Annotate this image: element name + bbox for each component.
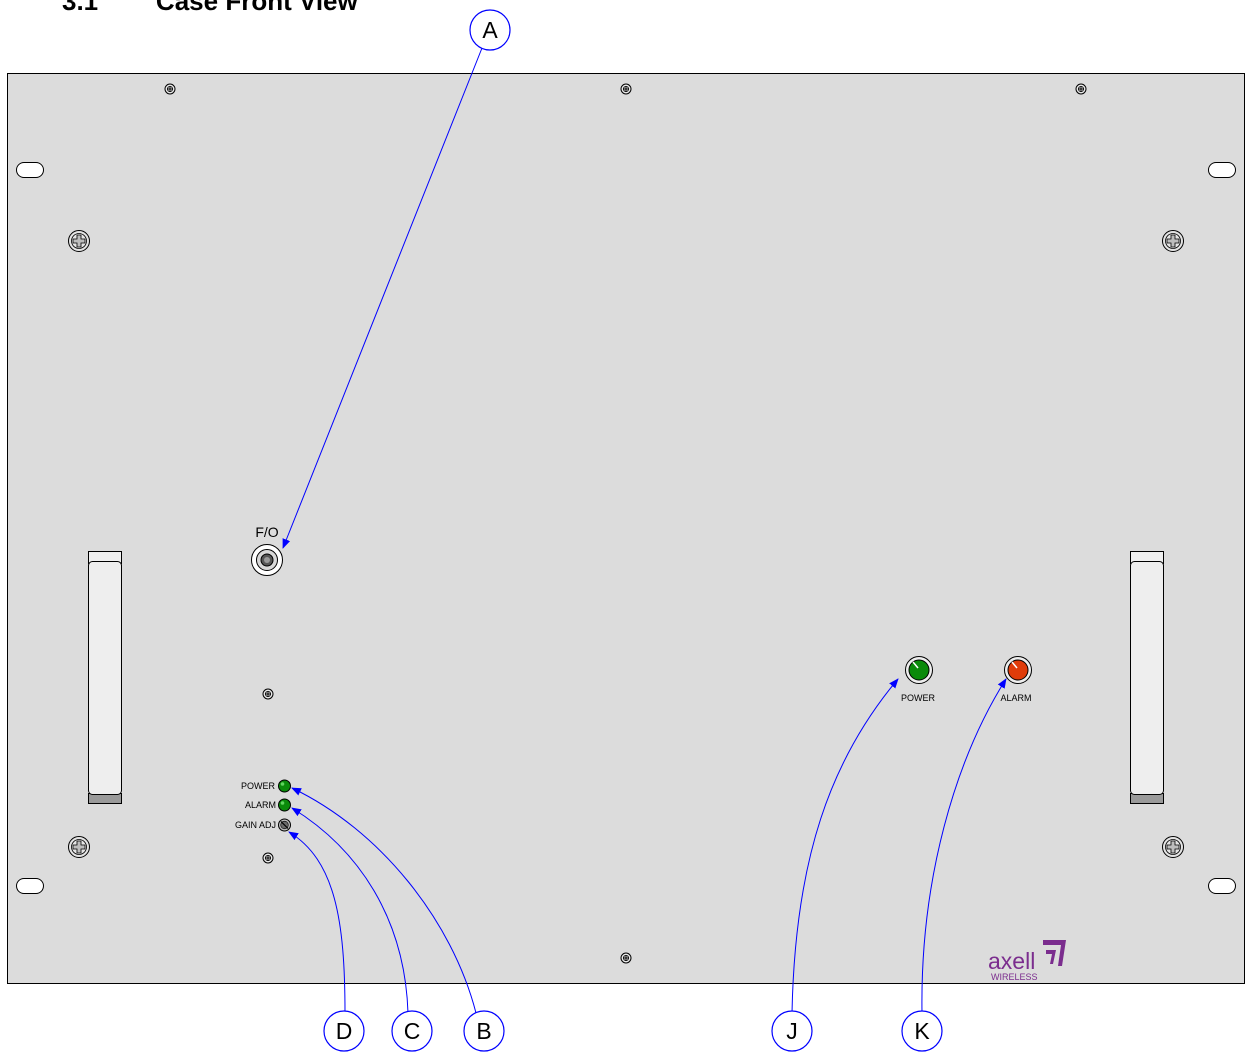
alarm-led-icon <box>278 798 291 812</box>
left-handle <box>88 551 122 804</box>
small-screw-icon <box>262 852 274 864</box>
right-handle <box>1130 551 1164 804</box>
gain-adj-label: GAIN ADJ <box>235 820 276 830</box>
callout-d: D <box>323 1010 365 1052</box>
mounting-slot <box>16 162 44 178</box>
svg-text:K: K <box>914 1018 930 1044</box>
small-screw-icon <box>164 83 176 95</box>
svg-text:D: D <box>336 1018 353 1044</box>
mounting-slot <box>1208 162 1236 178</box>
small-screw-icon <box>620 952 632 964</box>
mounting-slot <box>16 878 44 894</box>
logo-signal-icon <box>1043 940 1066 966</box>
svg-text:A: A <box>482 17 498 43</box>
callout-c: C <box>391 1010 433 1052</box>
large-screw-icon <box>68 836 90 858</box>
mounting-slot <box>1208 878 1236 894</box>
callout-d-leader <box>288 831 346 1014</box>
callout-k-leader <box>921 678 1007 1014</box>
small-screw-icon <box>1075 83 1087 95</box>
power-indicator-label: POWER <box>901 693 936 703</box>
alarm-indicator-label: ALARM <box>1000 693 1031 703</box>
page-title: 3.1 Case Front View <box>62 0 358 16</box>
gain-adjust-knob-icon <box>278 818 291 832</box>
callout-c-leader <box>291 807 409 1014</box>
callout-b: B <box>463 1010 505 1052</box>
alarm-indicator-icon <box>1004 656 1032 684</box>
callout-a: A <box>469 9 511 51</box>
svg-text:J: J <box>786 1018 798 1044</box>
axell-wireless-logo: axell WIRELESS <box>988 940 1066 982</box>
large-screw-icon <box>1162 836 1184 858</box>
logo-subtext: WIRELESS <box>991 972 1038 982</box>
callout-j-leader <box>791 678 899 1014</box>
svg-text:C: C <box>404 1018 421 1044</box>
power-indicator-icon <box>905 656 933 684</box>
small-screw-icon <box>620 83 632 95</box>
fiber-optic-connector-icon <box>251 544 283 576</box>
logo-text: axell <box>988 948 1035 974</box>
alarm-led-label: ALARM <box>245 800 276 810</box>
large-screw-icon <box>68 230 90 252</box>
power-led-label: POWER <box>241 781 276 791</box>
callout-a-leader <box>282 47 483 549</box>
small-screw-icon <box>262 688 274 700</box>
fo-label: F/O <box>255 524 278 540</box>
large-screw-icon <box>1162 230 1184 252</box>
callout-k: K <box>901 1010 943 1052</box>
callout-j: J <box>771 1010 813 1052</box>
power-led-icon <box>278 779 291 793</box>
callout-b-leader <box>291 787 477 1014</box>
front-panel <box>7 73 1245 984</box>
svg-text:B: B <box>476 1018 491 1044</box>
